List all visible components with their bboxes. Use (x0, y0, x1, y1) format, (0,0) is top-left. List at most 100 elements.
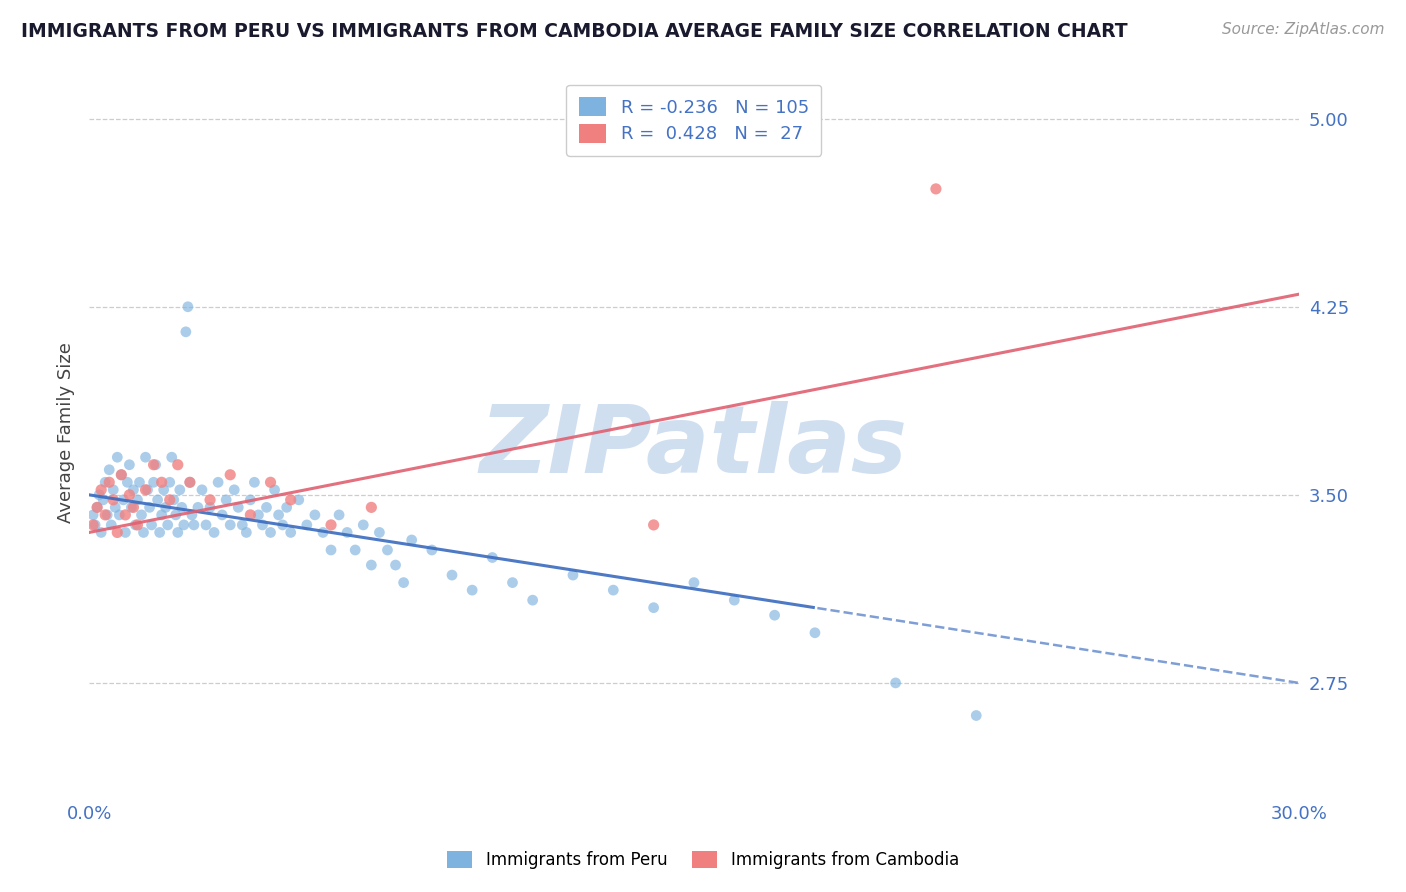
Point (224, 483, 246, 497)
Point (219, 467, 242, 482)
Point (319, 517, 342, 532)
Point (138, 500, 160, 515)
Point (163, 492, 186, 507)
Point (165, 508, 187, 522)
Point (723, 593, 745, 607)
Y-axis label: Average Family Size: Average Family Size (58, 342, 75, 523)
Point (132, 525, 155, 540)
Point (112, 492, 135, 507)
Text: Source: ZipAtlas.com: Source: ZipAtlas.com (1222, 22, 1385, 37)
Point (155, 500, 177, 515)
Point (502, 575, 524, 590)
Point (98, 475, 121, 490)
Point (141, 517, 163, 532)
Point (150, 508, 173, 522)
Point (328, 508, 350, 522)
Point (259, 525, 281, 540)
Point (461, 583, 484, 598)
Point (136, 483, 159, 497)
Point (420, 543, 443, 558)
Point (159, 492, 181, 507)
Point (90, 525, 112, 540)
Point (191, 483, 214, 497)
Point (169, 483, 191, 497)
Point (114, 525, 136, 540)
Point (252, 517, 274, 532)
Point (312, 525, 335, 540)
Point (166, 458, 188, 472)
Point (263, 483, 285, 497)
Point (84, 517, 107, 532)
Point (98, 463, 121, 477)
Point (146, 492, 169, 507)
Point (103, 492, 125, 507)
Point (90, 483, 112, 497)
Point (377, 543, 399, 558)
Point (100, 517, 122, 532)
Point (344, 543, 367, 558)
Point (159, 475, 181, 490)
Point (925, 182, 948, 196)
Point (198, 492, 221, 507)
Point (179, 475, 201, 490)
Point (86, 500, 108, 515)
Point (142, 458, 165, 472)
Point (183, 517, 205, 532)
Point (114, 508, 136, 522)
Point (481, 550, 503, 565)
Point (207, 475, 229, 490)
Point (440, 568, 463, 582)
Point (179, 475, 201, 490)
Text: ZIPatlas: ZIPatlas (479, 401, 908, 492)
Point (156, 517, 179, 532)
Point (884, 676, 907, 690)
Point (135, 450, 157, 465)
Point (105, 450, 128, 465)
Point (360, 500, 382, 515)
Point (135, 483, 157, 497)
Point (267, 508, 290, 522)
Point (602, 583, 624, 598)
Point (360, 558, 382, 572)
Point (304, 508, 326, 522)
Point (643, 517, 665, 532)
Point (118, 458, 141, 472)
Point (82, 517, 104, 532)
Point (271, 517, 294, 532)
Point (368, 525, 391, 540)
Point (319, 543, 342, 558)
Point (683, 575, 706, 590)
Point (150, 475, 173, 490)
Point (219, 517, 242, 532)
Point (91, 492, 114, 507)
Legend: R = -0.236   N = 105, R =  0.428   N =  27: R = -0.236 N = 105, R = 0.428 N = 27 (567, 85, 821, 156)
Point (122, 483, 145, 497)
Point (276, 500, 298, 515)
Point (124, 517, 146, 532)
Point (965, 708, 987, 723)
Point (202, 525, 225, 540)
Point (142, 475, 165, 490)
Point (180, 508, 202, 522)
Point (152, 483, 174, 497)
Point (336, 525, 359, 540)
Point (105, 525, 128, 540)
Point (82, 508, 104, 522)
Point (243, 475, 266, 490)
Point (166, 525, 188, 540)
Point (94, 508, 117, 522)
Point (295, 517, 318, 532)
Point (259, 475, 281, 490)
Point (226, 500, 249, 515)
Point (131, 508, 153, 522)
Point (195, 517, 218, 532)
Point (127, 517, 149, 532)
Point (117, 475, 139, 490)
Point (149, 525, 172, 540)
Point (231, 517, 253, 532)
Point (103, 483, 125, 497)
Point (187, 500, 209, 515)
Point (256, 500, 278, 515)
Point (392, 575, 415, 590)
Point (128, 475, 150, 490)
